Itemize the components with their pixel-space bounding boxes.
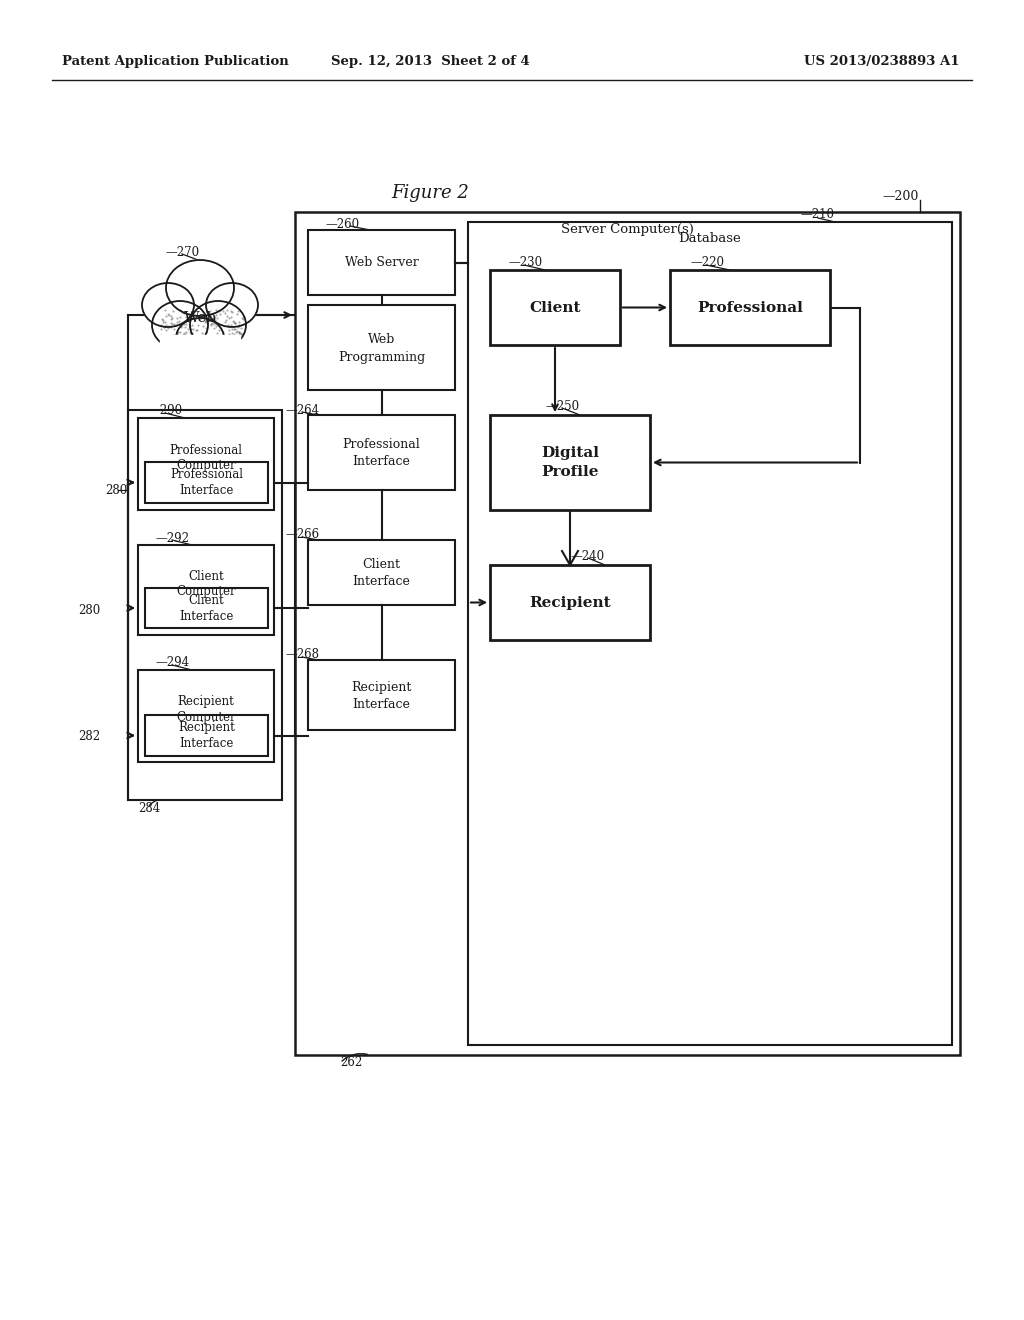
Text: 262: 262 [340,1056,362,1068]
Text: Digital: Digital [541,446,599,459]
Text: Recipient: Recipient [177,696,234,709]
Text: 282: 282 [78,730,100,743]
Text: Database: Database [679,231,741,244]
Text: Professional: Professional [170,444,243,457]
Text: —266: —266 [285,528,319,540]
Text: —200: —200 [882,190,919,202]
Bar [308,540,455,605]
Text: US 2013/0238893 A1: US 2013/0238893 A1 [805,55,961,69]
Text: Web: Web [183,312,216,325]
Text: Interface: Interface [179,737,233,750]
Bar [490,271,620,345]
Text: Interface: Interface [352,455,411,469]
Text: Recipient: Recipient [529,595,610,610]
Bar [145,715,268,756]
Text: —268: —268 [285,648,319,660]
Text: Professional: Professional [343,438,421,451]
Text: Interface: Interface [179,484,233,498]
Text: —264: —264 [285,404,319,417]
Text: Programming: Programming [338,351,425,364]
Bar [145,587,268,628]
Text: —260: —260 [325,218,359,231]
Text: Client: Client [188,569,224,582]
Text: Recipient: Recipient [178,721,234,734]
Text: —220: —220 [690,256,724,269]
Bar [490,565,650,640]
Text: Web: Web [368,333,395,346]
Bar [295,213,961,1055]
Bar [145,462,268,503]
Text: —230: —230 [508,256,542,269]
Text: Computer: Computer [176,459,236,473]
Bar [308,660,455,730]
Bar [468,222,952,1045]
Text: —290: —290 [148,404,182,417]
Text: Client: Client [188,594,224,606]
Bar [138,671,274,762]
Text: —292: —292 [155,532,189,544]
Text: Interface: Interface [352,697,411,710]
Text: 280: 280 [105,483,127,496]
Text: Profile: Profile [542,466,599,479]
Ellipse shape [206,282,258,327]
Ellipse shape [142,282,194,327]
Text: —210: —210 [800,209,834,222]
Text: Patent Application Publication: Patent Application Publication [62,55,289,69]
Text: Interface: Interface [179,610,233,623]
Ellipse shape [190,301,246,348]
Bar [160,335,240,370]
Text: Professional: Professional [170,469,243,480]
Text: Recipient: Recipient [351,681,412,693]
Text: 284: 284 [138,801,160,814]
Text: —250: —250 [545,400,580,412]
Bar [308,305,455,389]
Text: Client: Client [362,558,400,572]
Text: Sep. 12, 2013  Sheet 2 of 4: Sep. 12, 2013 Sheet 2 of 4 [331,55,529,69]
Text: —294: —294 [155,656,189,669]
Text: Interface: Interface [352,576,411,587]
Text: Computer: Computer [176,586,236,598]
Text: Figure 2: Figure 2 [391,183,469,202]
Text: Server Computer(s): Server Computer(s) [561,223,694,236]
Bar [138,418,274,510]
Ellipse shape [176,318,224,358]
Ellipse shape [152,301,208,348]
Bar [128,411,282,800]
Text: Web Server: Web Server [345,256,419,269]
Text: Computer: Computer [176,711,236,725]
Text: —270: —270 [165,246,199,259]
Text: 280: 280 [78,603,100,616]
Bar [138,545,274,635]
Bar [308,414,455,490]
Bar [490,414,650,510]
Ellipse shape [166,260,234,315]
Bar [670,271,830,345]
Text: Professional: Professional [697,301,803,314]
Text: Client: Client [529,301,581,314]
Text: —240: —240 [570,549,604,562]
Bar [308,230,455,294]
